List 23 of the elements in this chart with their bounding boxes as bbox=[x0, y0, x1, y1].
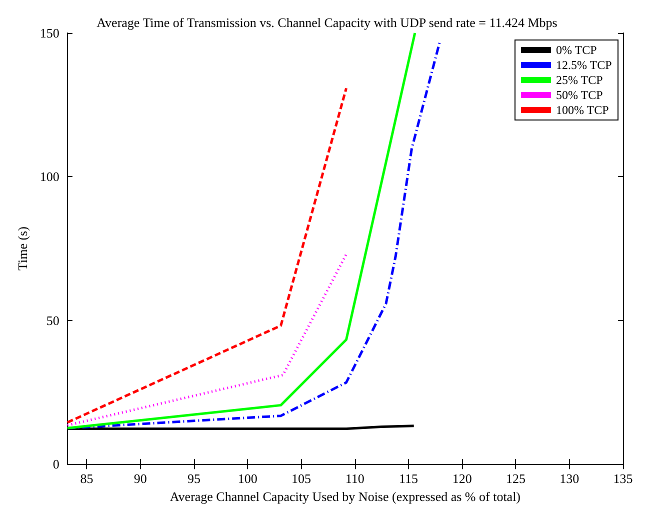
x-tick-label: 100 bbox=[238, 471, 258, 486]
x-tick-label: 105 bbox=[291, 471, 311, 486]
legend-label: 100% TCP bbox=[556, 103, 610, 117]
x-tick-label: 90 bbox=[134, 471, 147, 486]
y-axis-title: Time (s) bbox=[15, 226, 30, 271]
x-tick-label: 115 bbox=[398, 471, 418, 486]
x-tick-label: 95 bbox=[187, 471, 200, 486]
x-tick-label: 130 bbox=[560, 471, 580, 486]
legend-label: 50% TCP bbox=[556, 88, 604, 102]
x-tick-label: 85 bbox=[80, 471, 94, 486]
x-tick-label: 125 bbox=[506, 471, 526, 486]
y-tick-label: 50 bbox=[46, 312, 60, 328]
chart-title: Average Time of Transmission vs. Channel Capacity with UDP send rate = 11.424 Mbps bbox=[96, 15, 558, 30]
x-tick-label: 135 bbox=[613, 471, 633, 486]
y-tick-label: 0 bbox=[52, 456, 60, 472]
x-tick-label: 110 bbox=[345, 471, 364, 486]
legend-label: 0% TCP bbox=[556, 43, 598, 57]
legend-label: 12.5% TCP bbox=[556, 58, 612, 72]
legend-label: 25% TCP bbox=[556, 73, 604, 87]
y-tick-label: 100 bbox=[40, 169, 60, 184]
x-axis-title: Average Channel Capacity Used by Noise (expressed as % of total) bbox=[170, 489, 521, 504]
x-tick-label: 120 bbox=[452, 471, 472, 486]
y-tick-label: 150 bbox=[40, 26, 60, 40]
